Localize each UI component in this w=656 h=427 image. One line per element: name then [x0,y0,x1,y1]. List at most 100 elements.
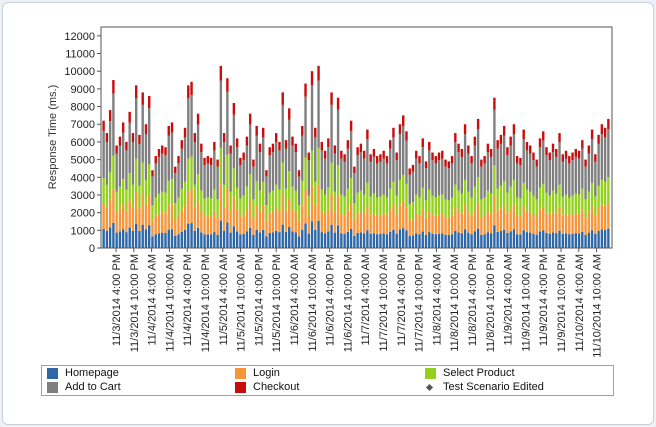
bar-24-seg-3 [180,148,183,189]
bar-103-seg-4 [437,152,441,161]
bar-7-seg-4 [125,141,128,151]
bar-111-seg-3 [463,134,467,180]
bar-123-seg-4 [502,126,506,136]
bar-88-seg-0 [388,231,392,248]
bar-82-seg-1 [369,215,372,234]
diamond-icon [425,383,434,392]
bar-109-seg-3 [457,152,460,191]
bar-24-seg-0 [180,231,183,248]
bar-14-seg-1 [148,194,151,226]
bar-114-seg-2 [473,186,477,210]
bar-130-seg-3 [525,150,529,190]
bar-65-seg-3 [314,137,317,182]
bar-128-seg-2 [519,198,522,217]
bar-51-seg-1 [268,212,271,233]
bar-18-seg-0 [161,232,164,248]
bar-81-seg-1 [366,206,369,231]
bar-121-seg-4 [496,140,499,149]
bar-41-seg-0 [235,231,239,248]
bar-109-seg-4 [457,143,460,153]
bar-22-seg-3 [174,173,177,204]
bar-60-seg-1 [297,220,301,237]
bar-86-seg-2 [382,194,385,214]
bar-95-seg-1 [411,218,415,236]
bar-101-seg-2 [431,195,434,215]
bar-58-seg-4 [291,136,294,146]
bar-5-seg-2 [118,186,122,210]
bar-93-seg-0 [405,230,408,248]
bar-46-seg-1 [252,217,255,235]
bar-28-seg-3 [193,142,197,185]
bar-13-seg-2 [144,179,148,205]
x-tick-label-0: 11/3/2014 4:00 PM [111,254,123,346]
bar-63-seg-4 [307,152,310,161]
bar-11-seg-4 [138,134,141,144]
bar-69-seg-4 [327,138,330,148]
bar-73-seg-3 [340,158,343,195]
bar-138-seg-0 [551,232,555,248]
bar-58-seg-2 [291,186,294,210]
bar-130-seg-4 [525,141,529,151]
bar-65-seg-1 [314,205,317,230]
bar-66-seg-3 [317,80,320,148]
bar-68-seg-4 [323,150,327,159]
bar-2-seg-3 [108,121,112,173]
bar-100-seg-3 [428,150,431,190]
bar-106-seg-3 [447,168,451,201]
bar-136-seg-4 [545,147,548,156]
bar-102-seg-3 [434,163,437,198]
bar-31-seg-2 [203,198,206,217]
legend-label-homepage: Homepage [65,367,119,379]
bar-38-seg-3 [226,91,229,155]
bar-112-seg-0 [467,232,470,248]
bar-139-seg-1 [555,213,558,234]
bar-123-seg-1 [502,205,506,230]
bar-33-seg-3 [209,165,213,199]
bar-122-seg-1 [499,208,503,232]
bar-83-seg-1 [372,213,376,234]
bar-99-seg-3 [424,168,428,201]
x-axis: 11/3/2014 4:00 PM 11/3/2014 10:00 PM 11/4/… [111,248,604,358]
bar-40-seg-4 [232,103,236,115]
bar-134-seg-2 [538,187,542,210]
bar-67-seg-2 [320,189,324,211]
bar-111-seg-2 [463,179,467,205]
bar-131-seg-4 [529,145,532,154]
bar-53-seg-3 [275,142,278,185]
bar-108-seg-0 [454,230,457,248]
bar-113-seg-4 [470,156,473,164]
bar-62-seg-4 [304,83,307,97]
bar-114-seg-3 [473,145,477,187]
bar-85-seg-0 [379,233,382,248]
bar-118-seg-3 [486,152,490,191]
bar-94-seg-0 [408,236,411,248]
y-axis: 0 1000 2000 3000 4000 5000 6000 7000 8000 9000 100… [64,31,101,255]
bar-63-seg-2 [307,195,310,215]
bar-16-seg-1 [154,215,157,235]
bar-138-seg-2 [551,190,555,212]
bar-122-seg-0 [499,231,503,248]
bar-107-seg-2 [450,197,454,216]
bar-44-seg-1 [245,209,249,232]
legend-label-checkout: Checkout [253,381,300,393]
bar-61-seg-1 [301,205,304,230]
bar-28-seg-4 [193,133,197,143]
bar-66-seg-2 [317,147,320,185]
x-tick-label-14: 11/7/2014 4:00 AM [360,254,372,346]
bar-108-seg-2 [454,184,457,208]
bar-18-seg-1 [161,212,164,233]
bar-144-seg-0 [571,233,574,248]
bar-86-seg-4 [382,150,385,159]
bar-76-seg-3 [349,130,353,178]
bar-117-seg-1 [483,215,486,235]
bar-1-seg-4 [105,133,109,143]
bar-150-seg-3 [590,139,594,183]
bar-28-seg-1 [193,207,197,231]
bar-43-seg-1 [242,214,245,234]
bar-113-seg-2 [470,197,473,216]
bar-48-seg-3 [258,152,262,191]
bar-42-seg-3 [239,165,242,199]
bar-90-seg-4 [395,152,398,161]
bar-135-seg-0 [542,230,545,248]
bar-137-seg-2 [548,195,551,215]
